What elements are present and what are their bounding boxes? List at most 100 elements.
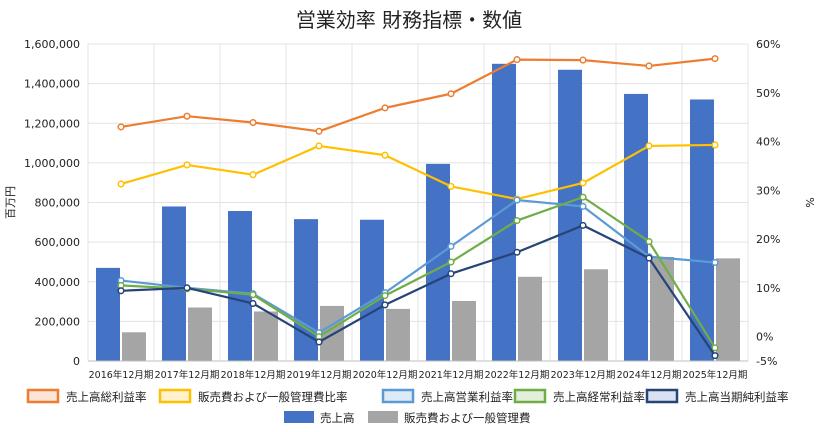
y-right-tick-label: 30% <box>756 184 780 197</box>
legend-swatch <box>26 388 60 404</box>
line-point-0 <box>117 123 125 131</box>
bar-sales <box>294 219 318 361</box>
y-right-tick-label: -5% <box>756 355 777 368</box>
bar-sales <box>558 69 582 361</box>
bar-sga <box>452 300 476 361</box>
line-point-4 <box>183 284 191 292</box>
bar-sga <box>188 307 212 361</box>
legend-label: 売上高総利益率 <box>66 390 147 404</box>
line-series-1 <box>120 143 716 201</box>
bar-sales <box>162 206 186 361</box>
line-series-3 <box>120 196 716 349</box>
line-point-4 <box>711 352 719 360</box>
y-tick-label: 1,000,000 <box>24 157 80 170</box>
line-point-4 <box>645 254 653 262</box>
line-point-3 <box>381 292 389 300</box>
legend-label: 売上高営業利益率 <box>421 390 513 404</box>
line-series-4 <box>120 224 716 357</box>
line-point-1 <box>381 151 389 159</box>
legend-swatch <box>645 388 679 404</box>
x-tick-label: 2022年12月期 <box>485 369 550 381</box>
line-point-1 <box>117 180 125 188</box>
y-right-tick-label: 60% <box>756 38 780 51</box>
bar-sga <box>122 332 146 361</box>
y-right-tick-label: 10% <box>756 282 780 295</box>
y-tick-label: 1,200,000 <box>24 117 80 130</box>
x-tick-label: 2024年12月期 <box>617 369 682 381</box>
y-right-tick-label: 50% <box>756 87 780 100</box>
line-point-1 <box>315 142 323 150</box>
bar-sales <box>492 63 516 361</box>
bar-sales <box>228 211 252 361</box>
x-tick-label: 2018年12月期 <box>221 369 286 381</box>
line-point-0 <box>645 62 653 70</box>
y-tick-label: 800,000 <box>35 197 81 210</box>
y-tick-label: 0 <box>73 355 80 368</box>
line-point-2 <box>513 196 521 204</box>
bar-sales <box>360 219 384 361</box>
line-point-0 <box>183 112 191 120</box>
line-point-4 <box>117 287 125 295</box>
bar-sga <box>716 258 740 361</box>
legend-label: 販売費および一般管理費比率 <box>198 390 348 404</box>
legend-swatch <box>158 388 192 404</box>
legend-label: 売上高当期純利益率 <box>685 390 789 404</box>
y-right-tick-label: 20% <box>756 233 780 246</box>
line-point-1 <box>183 161 191 169</box>
line-point-1 <box>711 141 719 149</box>
line-point-2 <box>579 202 587 210</box>
line-point-0 <box>447 90 455 98</box>
line-point-3 <box>711 344 719 352</box>
line-point-4 <box>315 338 323 346</box>
line-point-4 <box>447 270 455 278</box>
line-point-4 <box>513 248 521 256</box>
line-point-0 <box>513 56 521 64</box>
legend-label: 販売費および一般管理費 <box>404 411 531 425</box>
y-tick-label: 400,000 <box>35 276 81 289</box>
x-tick-label: 2023年12月期 <box>551 369 616 381</box>
line-point-3 <box>513 216 521 225</box>
legend-swatch <box>513 388 547 404</box>
line-point-1 <box>447 182 455 190</box>
line-point-0 <box>381 104 389 112</box>
line-point-1 <box>645 142 653 150</box>
legend-swatch-bar <box>284 411 314 423</box>
y-axis-label: 百万円 <box>4 186 17 219</box>
y-right-tick-label: 0% <box>756 331 773 344</box>
line-series-0 <box>120 57 716 133</box>
legend-swatch <box>381 388 415 404</box>
bar-sga <box>650 256 674 361</box>
bar-sga <box>254 311 278 361</box>
x-tick-label: 2020年12月期 <box>353 369 418 381</box>
y-tick-label: 1,400,000 <box>24 78 80 91</box>
y-right-axis-label: % <box>803 197 816 207</box>
line-point-0 <box>315 127 323 135</box>
line-point-4 <box>579 221 587 229</box>
line-point-3 <box>645 237 653 246</box>
line-point-1 <box>249 171 257 179</box>
x-tick-label: 2016年12月期 <box>89 369 154 381</box>
line-point-3 <box>249 291 257 299</box>
legend-label: 売上高経常利益率 <box>553 390 645 404</box>
bar-sales <box>690 99 714 361</box>
legend-label: 売上高 <box>320 411 355 425</box>
bar-sga <box>386 308 410 361</box>
x-tick-label: 2019年12月期 <box>287 369 352 381</box>
x-tick-label: 2025年12月期 <box>683 369 748 381</box>
x-tick-label: 2017年12月期 <box>155 369 220 381</box>
line-point-3 <box>579 193 587 201</box>
y-tick-label: 600,000 <box>35 236 81 249</box>
line-point-2 <box>447 242 455 250</box>
line-point-1 <box>579 179 587 187</box>
bar-sga <box>518 276 542 361</box>
y-right-tick-label: 40% <box>756 136 780 149</box>
y-tick-label: 200,000 <box>35 315 81 328</box>
y-tick-label: 1,600,000 <box>24 38 80 51</box>
x-tick-label: 2021年12月期 <box>419 369 484 381</box>
line-point-0 <box>249 118 257 127</box>
line-point-2 <box>711 258 719 267</box>
line-point-4 <box>249 299 257 308</box>
bar-sales <box>96 267 120 361</box>
